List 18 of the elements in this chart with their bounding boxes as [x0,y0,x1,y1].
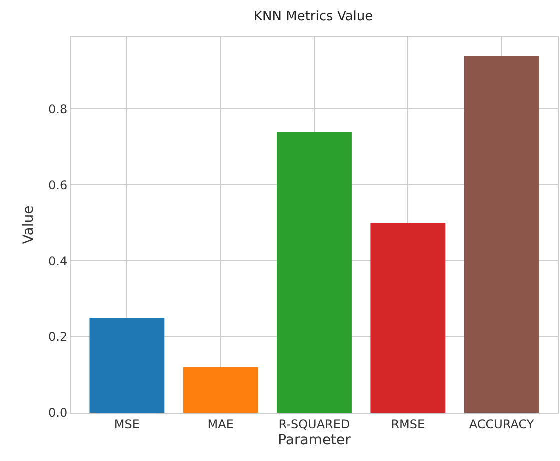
x-axis-title: Parameter [278,432,352,449]
y-tick-label: 0.8 [48,102,68,116]
x-tick-label: RMSE [391,417,426,432]
y-axis-title: Value [21,206,37,244]
x-tick-label: ACCURACY [469,417,535,432]
x-tick-label: R-SQUARED [278,417,350,432]
y-tick-label: 0.6 [48,178,68,192]
bar [90,318,165,413]
chart-title: KNN Metrics Value [254,10,374,25]
bar [464,56,540,413]
bar [183,367,258,413]
bar [277,132,352,413]
y-tick-label: 0.4 [48,254,68,268]
bar [370,223,446,413]
x-tick-label: MAE [208,417,234,432]
x-tick-label: MSE [114,417,140,432]
y-tick-label: 0.0 [48,406,68,420]
y-tick-label: 0.2 [48,330,68,344]
